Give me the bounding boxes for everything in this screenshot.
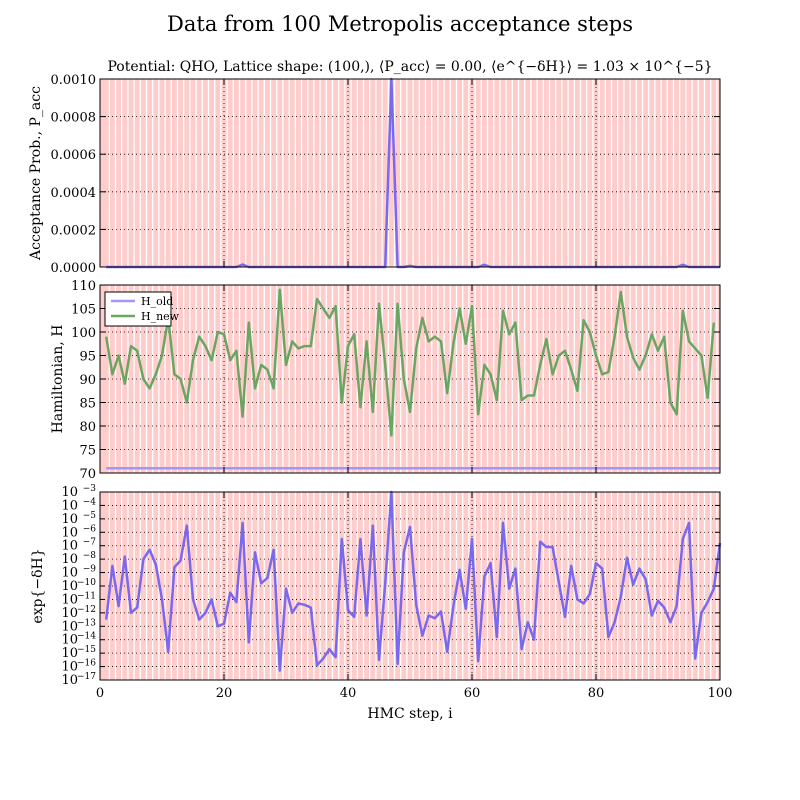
y-tick-label: 0.0010 — [51, 73, 97, 88]
y-tick-label: 0.0004 — [51, 186, 97, 201]
y-tick-label: 85 — [79, 397, 96, 412]
acceptance-ylabel: Acceptance Prob., P_acc — [28, 86, 44, 261]
x-tick-label: 100 — [708, 686, 733, 701]
y-tick-label: 10 — [61, 525, 78, 540]
legend-label-h-old: H_old — [141, 295, 173, 308]
y-tick-label: 10 — [61, 606, 78, 621]
acceptance-plot-area — [100, 79, 720, 267]
y-tick-exponent: −12 — [77, 605, 96, 615]
y-tick-exponent: −4 — [83, 497, 97, 507]
y-tick-label: 70 — [79, 467, 96, 482]
y-tick-label: 10 — [61, 566, 78, 581]
y-tick-exponent: −11 — [77, 591, 96, 601]
y-tick-label: 10 — [61, 633, 78, 648]
y-tick-label: 0.0002 — [51, 223, 97, 238]
y-tick-label: 100 — [71, 326, 96, 341]
figure-title: Data from 100 Metropolis acceptance step… — [167, 12, 633, 36]
acceptance-frame — [99, 78, 721, 268]
y-tick-label: 75 — [79, 444, 96, 459]
y-tick-label: 90 — [79, 373, 96, 388]
y-tick-label: 10 — [61, 579, 78, 594]
y-tick-label: 10 — [61, 512, 78, 527]
y-tick-label: 0.0000 — [51, 261, 97, 276]
legend: H_old H_new — [104, 291, 180, 327]
exp-dh-ylabel: exp{−δH} — [30, 548, 46, 623]
x-tick-label: 40 — [340, 686, 357, 701]
x-tick-label: 0 — [96, 686, 104, 701]
y-tick-label: 0.0008 — [51, 111, 97, 126]
y-tick-label: 10 — [61, 673, 78, 688]
figure-subtitle: Potential: QHO, Lattice shape: (100,), ⟨… — [107, 59, 712, 75]
x-tick-label: 80 — [588, 686, 605, 701]
exp-dh-panel: 10−1710−1610−1510−1410−1310−1210−1110−10… — [30, 484, 732, 722]
acceptance-panel: 0.0000 0.0002 0.0004 0.0006 0.0008 0.0010 Acc… — [28, 73, 721, 276]
y-tick-exponent: −9 — [83, 565, 97, 575]
y-tick-exponent: −16 — [77, 659, 96, 669]
hamiltonian-ylabel: Hamiltonian, H — [50, 325, 66, 434]
y-tick-label: 10 — [61, 619, 78, 634]
y-tick-exponent: −5 — [83, 511, 97, 521]
y-tick-label: 10 — [61, 592, 78, 607]
y-tick-label: 10 — [61, 646, 78, 661]
x-tick-label: 20 — [216, 686, 233, 701]
y-tick-label: 110 — [71, 279, 96, 294]
y-tick-exponent: −13 — [77, 618, 96, 628]
y-tick-label: 10 — [61, 485, 78, 500]
y-tick-exponent: −17 — [77, 672, 96, 682]
y-tick-label: 95 — [79, 350, 96, 365]
legend-box — [104, 291, 172, 327]
y-tick-label: 0.0006 — [51, 148, 97, 163]
exp-dh-line — [104, 490, 722, 672]
x-axis-label: HMC step, i — [367, 706, 453, 722]
y-tick-label: 80 — [79, 420, 96, 435]
legend-label-h-new: H_new — [141, 310, 180, 323]
x-tick-label: 60 — [464, 686, 481, 701]
y-tick-exponent: −8 — [83, 551, 97, 561]
y-tick-label: 105 — [71, 303, 96, 318]
y-tick-exponent: −3 — [83, 484, 97, 494]
y-tick-exponent: −10 — [77, 578, 96, 588]
y-tick-exponent: −14 — [77, 632, 96, 642]
y-tick-label: 10 — [61, 552, 78, 567]
y-tick-exponent: −7 — [83, 538, 97, 548]
hamiltonian-panel: 70 75 80 85 90 95 100 105 110 Hamiltonian, H H_o… — [50, 279, 721, 482]
y-tick-exponent: −15 — [77, 645, 96, 655]
y-tick-label: 10 — [61, 660, 78, 675]
y-tick-exponent: −6 — [83, 524, 97, 534]
y-tick-label: 10 — [61, 498, 78, 513]
y-tick-label: 10 — [61, 539, 78, 554]
h-new-line — [104, 288, 716, 437]
